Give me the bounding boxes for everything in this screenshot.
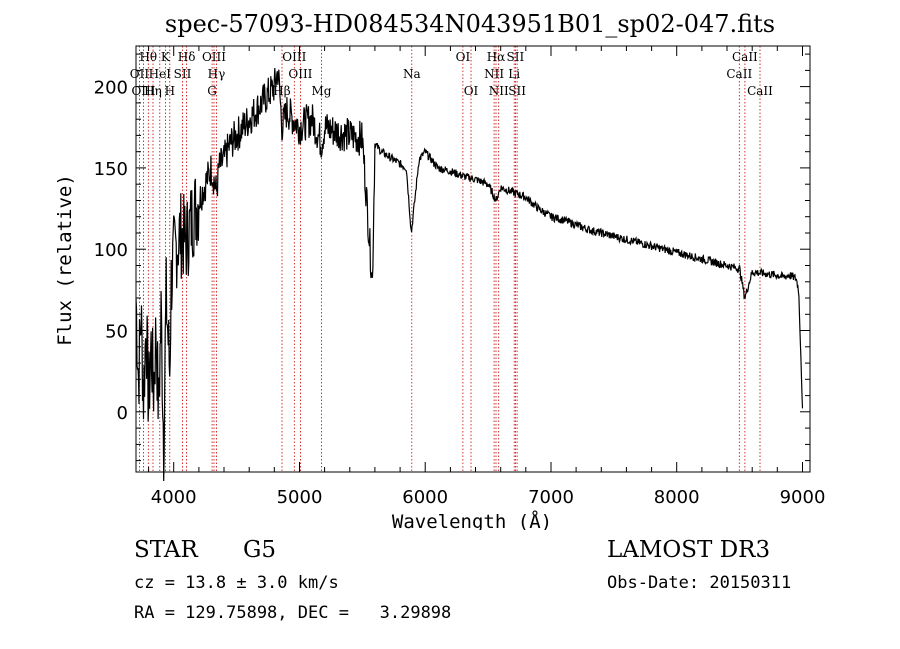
redshift-velocity: cz = 13.8 ± 3.0 km/s xyxy=(134,573,339,593)
spectrum-line xyxy=(135,67,804,482)
y-tick-label: 0 xyxy=(117,403,128,424)
line-label-4: HeI xyxy=(149,67,172,81)
line-label-18: OI xyxy=(464,84,479,98)
x-tick-label: 6000 xyxy=(402,487,448,508)
x-tick-label: 4000 xyxy=(151,487,197,508)
spectrum-chart: spec-57093-HD084534N043951B01_sp02-047.f… xyxy=(54,10,826,530)
y-axis-label: Flux (relative) xyxy=(54,174,76,346)
line-label-0: Hθ xyxy=(139,50,157,64)
line-label-24: SII xyxy=(508,84,526,98)
line-label-8: Hδ xyxy=(178,50,196,64)
y-axis-ticks: 0 50 100 150 200 xyxy=(94,53,810,462)
line-label-27: CaII xyxy=(747,84,773,98)
line-label-26: CaII xyxy=(726,67,752,81)
plot-frame xyxy=(135,45,811,473)
object-class: STAR xyxy=(134,537,198,563)
line-label-9: OIII xyxy=(202,50,226,64)
line-label-11: G xyxy=(207,84,217,98)
x-tick-label: 8000 xyxy=(654,487,700,508)
line-label-7: SII xyxy=(174,67,192,81)
line-label-22: SII xyxy=(507,50,525,64)
x-tick-label: 9000 xyxy=(780,487,826,508)
line-label-20: NII xyxy=(484,67,504,81)
line-label-10: Hγ xyxy=(208,67,226,81)
x-axis-label: Wavelength (Å) xyxy=(392,510,552,530)
ra-dec-coordinates: RA = 129.75898, DEC = 3.29898 xyxy=(134,603,452,623)
observation-date: Obs-Date: 20150311 xyxy=(607,573,792,593)
line-label-19: Hα xyxy=(487,50,506,64)
y-tick-label: 150 xyxy=(94,159,128,180)
chart-title: spec-57093-HD084534N043951B01_sp02-047.f… xyxy=(165,10,775,38)
line-label-1: OII xyxy=(130,67,150,81)
x-axis-ticks: 4000 5000 6000 7000 8000 9000 xyxy=(148,46,826,508)
x-tick-label: 7000 xyxy=(528,487,574,508)
line-label-23: Li xyxy=(508,67,520,81)
line-label-15: Mg xyxy=(312,84,332,98)
line-label-14: OIII xyxy=(288,67,312,81)
y-tick-label: 50 xyxy=(105,322,128,343)
line-label-21: NII xyxy=(489,84,509,98)
line-label-2: OIII xyxy=(131,84,155,98)
line-label-3: Hη xyxy=(144,84,162,98)
y-tick-label: 100 xyxy=(94,240,128,261)
line-label-16: Na xyxy=(403,67,421,81)
survey-name: LAMOST DR3 xyxy=(607,537,771,563)
line-label-6: H xyxy=(165,84,175,98)
line-label-17: OI xyxy=(456,50,471,64)
object-subclass: G5 xyxy=(243,537,277,563)
x-tick-label: 5000 xyxy=(277,487,323,508)
emission-line-markers xyxy=(138,46,761,472)
line-label-12: Hβ xyxy=(273,84,290,98)
y-tick-label: 200 xyxy=(94,78,128,99)
line-label-13: OIII xyxy=(282,50,306,64)
line-label-5: K xyxy=(161,50,171,64)
line-label-25: CaII xyxy=(732,50,758,64)
